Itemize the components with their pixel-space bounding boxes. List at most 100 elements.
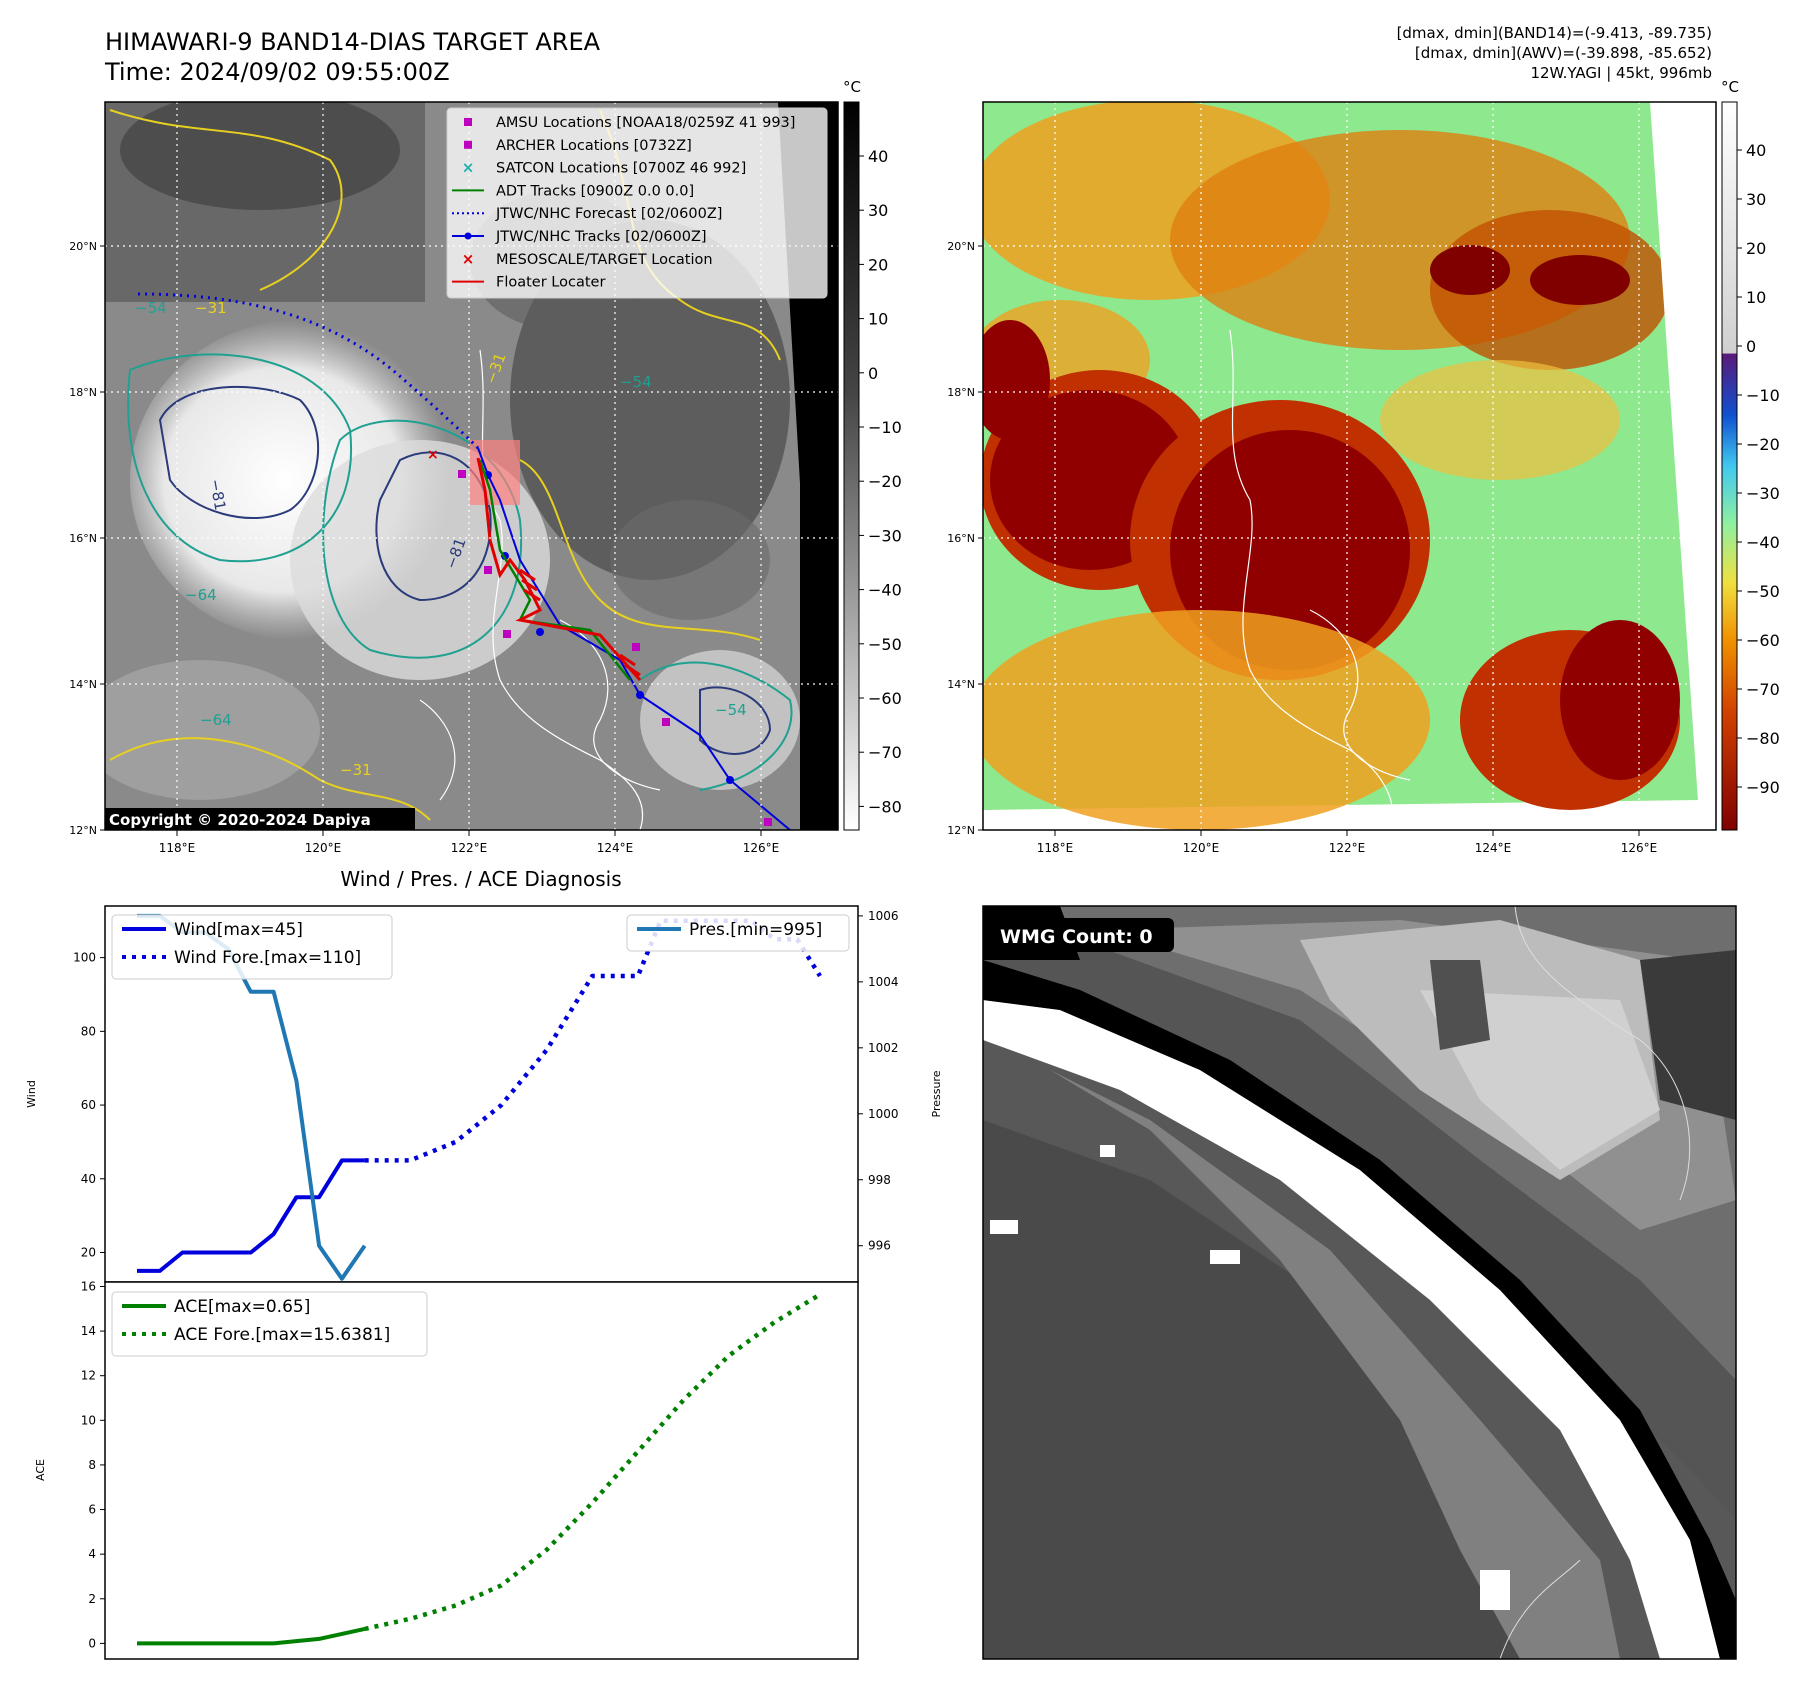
- diagnosis-panel: Wind / Pres. / ACE Diagnosis 20 40 60 80 100…: [25, 867, 943, 1660]
- legend-label: ACE Fore.[max=15.6381]: [174, 1325, 390, 1345]
- lat-tick-label: 14°N: [69, 678, 97, 691]
- color-colorbar: [1721, 101, 1738, 831]
- copyright-label: Copyright © 2020-2024 Dapiya: [109, 811, 371, 829]
- legend-label: JTWC/NHC Forecast [02/0600Z]: [495, 206, 722, 222]
- lat-tick-label: 18°N: [69, 386, 97, 399]
- lon-tick-label: 122°E: [451, 841, 488, 855]
- contour-label: −54: [620, 373, 652, 391]
- legend-label: ACE[max=0.65]: [174, 1297, 310, 1317]
- lat-tick-label: 12°N: [947, 824, 975, 837]
- colorbar-tick-label: −20: [1746, 435, 1780, 454]
- series-line: [137, 1158, 365, 1273]
- legend-label: MESOSCALE/TARGET Location: [496, 252, 713, 268]
- colorbar-tick-label: −50: [1746, 582, 1780, 601]
- legend-label: ARCHER Locations [0732Z]: [496, 138, 692, 154]
- colorbar-tick-label: −60: [868, 689, 902, 708]
- lon-tick-label: 118°E: [159, 841, 196, 855]
- contour-label: −54: [715, 701, 747, 719]
- pressure-axis-label: Pressure: [930, 1070, 943, 1117]
- y-tick-label: 4: [88, 1547, 96, 1561]
- contour-label: −64: [200, 711, 232, 729]
- color-map-panel: 20°N 18°N 16°N 14°N 12°N 118°E 120°E 122°E 124°E…: [947, 78, 1780, 855]
- y-tick-label: 14: [81, 1324, 96, 1338]
- contour-label: −31: [195, 299, 227, 317]
- colorbar-tick-label: 0: [868, 364, 878, 383]
- y-tick-label: 16: [81, 1279, 96, 1293]
- colorbar-tick-label: 30: [868, 201, 888, 220]
- series-line: [137, 1626, 366, 1646]
- y-tick-label: 20: [81, 1246, 96, 1260]
- legend-marker: ×: [462, 159, 475, 177]
- y-right-tick-label: 998: [868, 1173, 891, 1187]
- lon-tick-label: 126°E: [1621, 841, 1658, 855]
- figure-time: Time: 2024/09/02 09:55:00Z: [104, 58, 450, 86]
- lat-tick-label: 20°N: [69, 240, 97, 253]
- y-tick-label: 100: [73, 951, 96, 965]
- legend-label: Pres.[min=995]: [689, 920, 822, 940]
- y-right-tick-label: 1006: [868, 909, 899, 923]
- color-map-axis-ticks: 20°N 18°N 16°N 14°N 12°N 118°E 120°E 122°E 124°E…: [947, 240, 1657, 855]
- ace-axis-label: ACE: [34, 1459, 47, 1481]
- color-colorbar-unit: °C: [1721, 78, 1739, 96]
- lat-tick-label: 16°N: [947, 532, 975, 545]
- awv-range: [dmax, dmin](AWV)=(-39.898, -85.652): [1415, 44, 1712, 62]
- legend-label: Floater Locater: [496, 275, 605, 291]
- lon-tick-label: 124°E: [597, 841, 634, 855]
- contour-label: −81: [206, 478, 229, 512]
- lon-tick-label: 122°E: [1329, 841, 1366, 855]
- legend-marker: [464, 140, 472, 149]
- y-tick-label: 6: [88, 1503, 96, 1517]
- legend-marker: [464, 118, 472, 126]
- colorbar-tick-label: 10: [868, 310, 888, 329]
- color-colorbar-ticks: 40 30 20 10 0 −10 −20 −30 −40 −50 −60 −70 −80 −90: [1737, 141, 1780, 797]
- wind-axis-label: Wind: [25, 1080, 38, 1108]
- ir-map-panel: × −54 −31 −64 −81 −81 −31 −54 −64 −31 −5…: [69, 78, 902, 855]
- legend-label: AMSU Locations [NOAA18/0259Z 41 993]: [496, 115, 795, 131]
- y-tick-label: 40: [81, 1172, 96, 1186]
- colorbar-tick-label: 30: [1746, 190, 1766, 209]
- colorbar-tick-label: −30: [1746, 484, 1780, 503]
- lat-tick-label: 16°N: [69, 532, 97, 545]
- colorbar-tick-label: 40: [1746, 141, 1766, 160]
- legend-label: JTWC/NHC Tracks [02/0600Z]: [495, 229, 707, 245]
- legend-label: SATCON Locations [0700Z 46 992]: [496, 161, 746, 177]
- y-tick-label: 12: [81, 1369, 96, 1383]
- contour-label: −31: [340, 761, 372, 779]
- ir-colorbar-unit: °C: [843, 78, 861, 96]
- y-right-tick-label: 1002: [868, 1041, 899, 1055]
- y-tick-label: 2: [88, 1592, 96, 1606]
- y-right-tick-label: 1004: [868, 975, 899, 989]
- lat-tick-label: 14°N: [947, 678, 975, 691]
- wmg-count-label: WMG Count: 0: [1000, 926, 1153, 948]
- ir-colorbar: [843, 101, 860, 831]
- colorbar-tick-label: 10: [1746, 288, 1766, 307]
- colorbar-tick-label: −10: [1746, 386, 1780, 405]
- colorbar-tick-label: −80: [1746, 729, 1780, 748]
- colorbar-tick-label: −10: [868, 418, 902, 437]
- colorbar-tick-label: 20: [1746, 239, 1766, 258]
- lon-tick-label: 118°E: [1037, 841, 1074, 855]
- colorbar-tick-label: −60: [1746, 631, 1780, 650]
- diagnosis-title: Wind / Pres. / ACE Diagnosis: [340, 867, 621, 891]
- lon-tick-label: 120°E: [305, 841, 342, 855]
- contour-label: −54: [135, 299, 167, 317]
- color-map-gridlines: [983, 102, 1716, 830]
- lon-tick-label: 124°E: [1475, 841, 1512, 855]
- colorbar-tick-label: −70: [868, 743, 902, 762]
- lat-tick-label: 20°N: [947, 240, 975, 253]
- colorbar-tick-label: 40: [868, 147, 888, 166]
- legend-marker: ×: [462, 250, 475, 268]
- y-right-tick-label: 996: [868, 1239, 891, 1253]
- colorbar-tick-label: 20: [868, 255, 888, 274]
- ir-map-axis-ticks: 20°N 18°N 16°N 14°N 12°N 118°E 120°E 122°E 124°E…: [69, 240, 779, 855]
- colorbar-tick-label: −40: [868, 581, 902, 600]
- y-tick-label: 80: [81, 1024, 96, 1038]
- y-tick-label: 60: [81, 1098, 96, 1112]
- amsu-location-marker: [458, 470, 466, 478]
- colorbar-tick-label: −80: [868, 797, 902, 816]
- legend-label: Wind Fore.[max=110]: [174, 948, 361, 968]
- legend-label: Wind[max=45]: [174, 920, 303, 940]
- lon-tick-label: 120°E: [1183, 841, 1220, 855]
- colorbar-tick-label: −20: [868, 472, 902, 491]
